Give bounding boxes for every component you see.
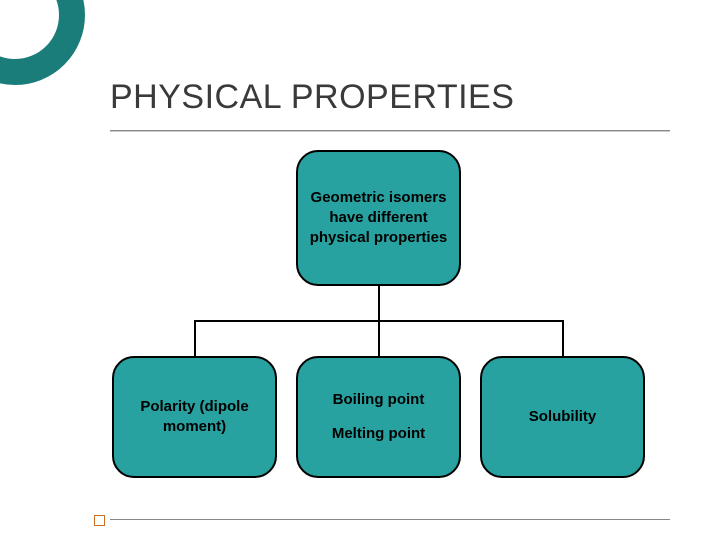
node-polarity: Polarity (dipole moment) [112,356,277,478]
node-boiling-text: Boiling point [333,390,425,410]
title-underline [110,130,670,132]
node-solubility-text: Solubility [529,407,597,427]
node-melting-text: Melting point [332,424,425,444]
node-polarity-text: Polarity (dipole moment) [120,397,269,438]
footer-bullet-square [94,515,105,526]
node-solubility: Solubility [480,356,645,478]
connector-child3-drop [562,320,564,356]
node-root-text: Geometric isomers have different physica… [304,188,453,249]
page-title: PHYSICAL PROPERTIES [110,78,514,117]
decorative-corner-circle [0,0,85,85]
tree-diagram: Geometric isomers have different physica… [0,140,720,510]
connector-child2-drop [378,320,380,356]
footer-line [110,519,670,520]
connector-root-stem [378,286,380,320]
node-root: Geometric isomers have different physica… [296,150,461,286]
connector-child1-drop [194,320,196,356]
node-boiling-melting: Boiling point Melting point [296,356,461,478]
